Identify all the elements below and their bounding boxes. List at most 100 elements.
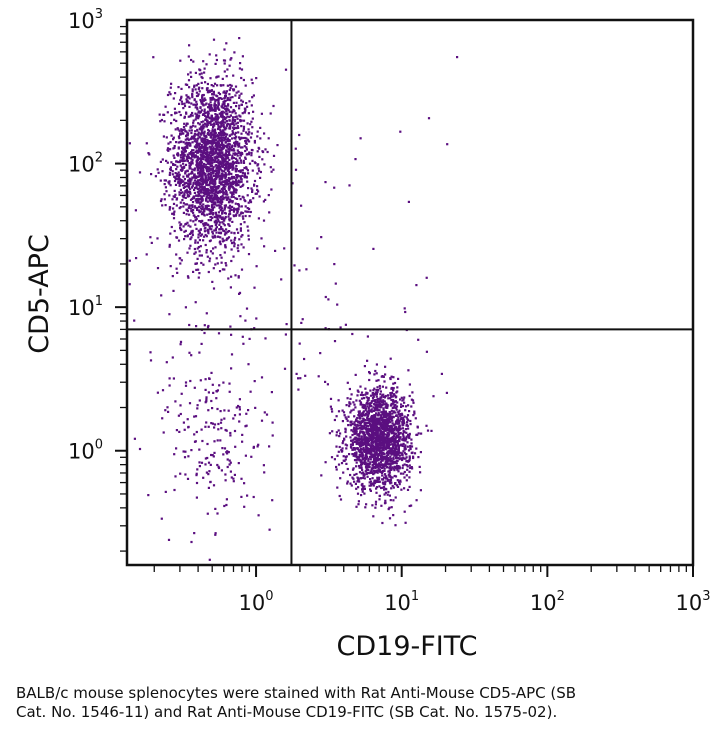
data-point xyxy=(230,231,233,234)
data-point xyxy=(375,420,378,423)
data-point xyxy=(208,152,211,155)
data-point xyxy=(365,453,368,456)
data-point xyxy=(256,150,259,153)
data-point xyxy=(263,245,266,248)
data-point xyxy=(195,91,198,94)
data-point xyxy=(398,440,401,443)
data-point xyxy=(206,148,209,151)
data-point xyxy=(400,452,404,455)
data-point xyxy=(204,98,207,102)
data-point xyxy=(386,443,389,447)
data-point xyxy=(392,406,395,409)
data-point xyxy=(209,156,212,159)
data-point xyxy=(183,456,187,459)
data-point xyxy=(201,177,204,181)
data-point xyxy=(343,438,346,441)
data-point xyxy=(199,245,202,248)
data-point xyxy=(201,140,204,144)
data-point xyxy=(240,243,243,246)
data-point xyxy=(375,448,378,451)
data-point xyxy=(331,430,334,433)
data-point xyxy=(227,176,230,180)
data-point xyxy=(356,476,359,479)
data-point xyxy=(223,187,226,190)
data-point xyxy=(351,441,354,445)
data-point xyxy=(171,173,174,176)
data-point xyxy=(191,229,194,232)
data-point xyxy=(403,470,406,474)
data-point xyxy=(203,110,206,113)
data-point xyxy=(177,174,180,177)
data-point xyxy=(196,468,199,471)
data-point xyxy=(390,487,393,490)
data-point xyxy=(201,180,204,183)
data-point xyxy=(212,174,215,178)
data-point xyxy=(215,195,218,198)
data-point xyxy=(225,429,228,432)
data-point xyxy=(241,212,244,215)
data-point xyxy=(370,429,373,432)
data-point xyxy=(228,93,231,96)
data-point xyxy=(383,429,386,432)
data-point xyxy=(201,126,204,129)
data-point xyxy=(222,222,225,225)
data-point xyxy=(375,459,378,462)
data-point xyxy=(233,238,236,241)
data-point xyxy=(410,398,413,401)
data-point xyxy=(367,459,370,462)
data-point xyxy=(209,98,212,101)
data-point xyxy=(388,517,392,520)
data-point xyxy=(206,192,209,195)
data-point xyxy=(175,141,178,144)
data-point xyxy=(179,412,182,416)
data-point xyxy=(300,321,303,324)
data-point xyxy=(200,161,203,165)
data-point xyxy=(205,189,208,192)
data-point xyxy=(234,168,237,171)
data-point xyxy=(417,432,420,435)
data-point xyxy=(179,164,182,167)
data-point xyxy=(205,63,208,66)
data-point xyxy=(344,323,347,326)
data-point xyxy=(256,135,259,138)
data-point xyxy=(185,181,188,184)
data-point xyxy=(382,463,385,466)
data-point xyxy=(207,196,210,199)
data-point xyxy=(221,136,224,139)
data-point xyxy=(210,114,213,117)
data-point xyxy=(319,352,322,355)
data-point xyxy=(248,215,251,218)
data-point xyxy=(191,155,194,158)
data-point xyxy=(205,396,208,399)
data-point xyxy=(188,204,191,207)
data-point xyxy=(355,453,358,456)
data-point xyxy=(173,107,176,110)
data-point xyxy=(255,77,258,80)
data-point xyxy=(185,130,188,133)
data-point xyxy=(215,115,218,118)
data-point xyxy=(360,420,363,423)
data-point xyxy=(209,97,212,100)
data-point xyxy=(191,96,194,99)
data-point xyxy=(228,110,231,113)
data-point xyxy=(201,139,204,142)
data-point xyxy=(183,238,186,241)
data-point xyxy=(393,404,396,407)
data-point xyxy=(392,402,395,405)
data-point xyxy=(200,254,203,257)
data-point xyxy=(186,195,189,198)
data-point xyxy=(403,307,406,310)
data-point xyxy=(231,96,234,99)
data-point xyxy=(240,178,243,181)
data-point xyxy=(166,161,169,164)
data-point xyxy=(203,230,206,233)
data-point xyxy=(197,110,200,113)
data-point xyxy=(343,459,346,462)
data-point xyxy=(391,400,394,403)
data-point xyxy=(243,145,246,148)
plot-frame xyxy=(125,18,695,567)
data-point xyxy=(349,473,352,477)
data-point xyxy=(352,401,355,404)
data-point xyxy=(345,417,348,420)
